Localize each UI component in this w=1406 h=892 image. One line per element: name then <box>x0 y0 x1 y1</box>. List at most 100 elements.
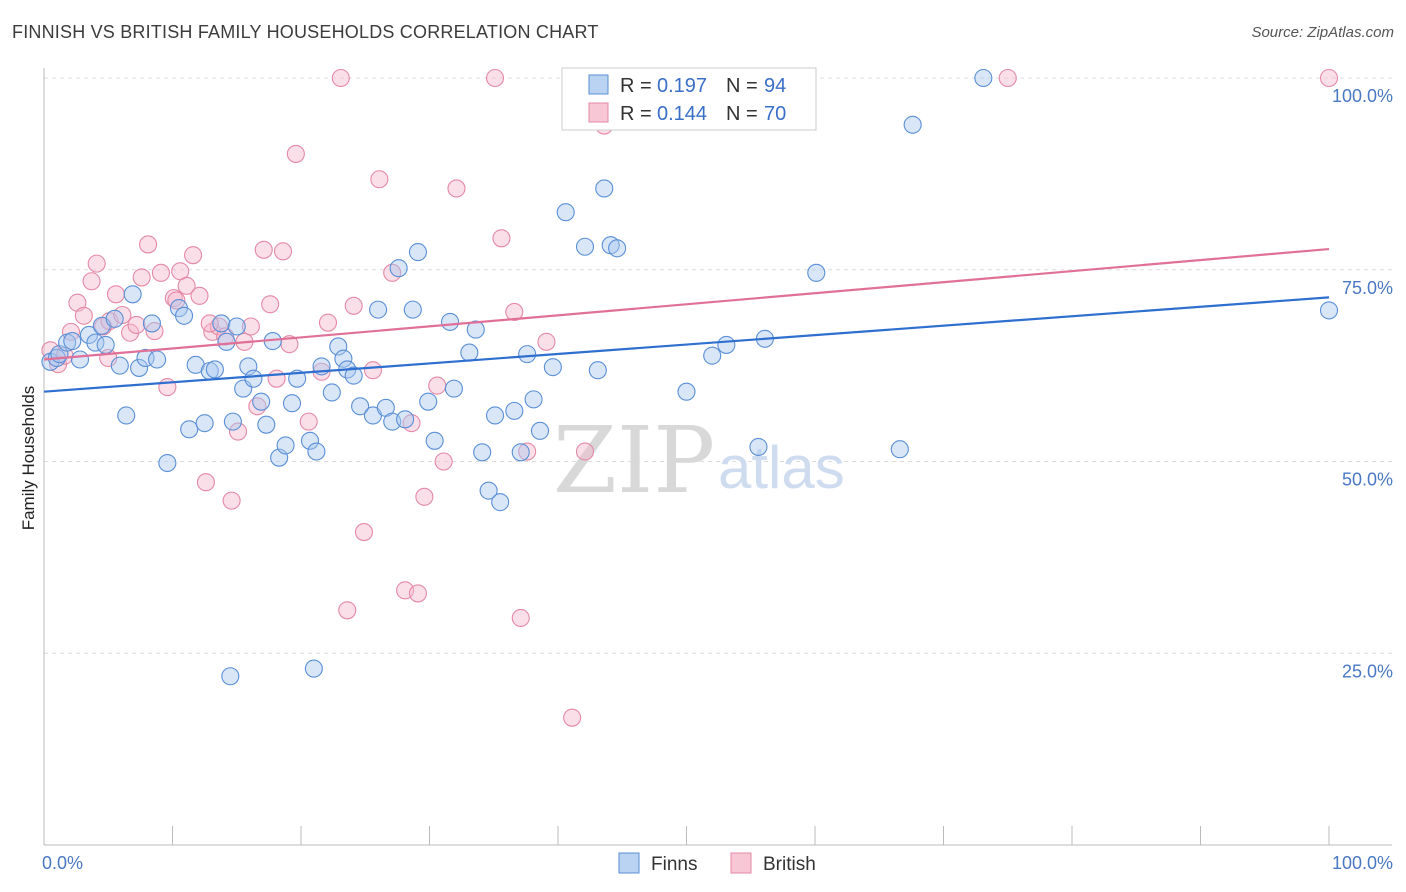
finns-point-62 <box>466 320 485 339</box>
finns-point-70 <box>524 390 543 409</box>
british-point-47 <box>383 263 402 282</box>
british-point-36 <box>273 242 293 261</box>
british-point-31 <box>241 317 260 336</box>
finns-point-76 <box>595 179 614 198</box>
british-point-3 <box>61 322 81 341</box>
finns-point-68 <box>511 443 530 462</box>
x-tick-label-1: 100.0% <box>1332 853 1393 873</box>
finns-point-86 <box>903 115 922 134</box>
legend-swatch-british <box>588 102 609 123</box>
british-point-53 <box>434 452 453 471</box>
finns-point-47 <box>344 366 363 385</box>
british-point-46 <box>370 170 389 189</box>
bottom-legend-swatch-finns <box>618 852 640 874</box>
british-point-6 <box>82 272 101 291</box>
trend-lines <box>43 247 1330 393</box>
finns-point-41 <box>307 442 326 461</box>
british-point-35 <box>267 369 286 388</box>
british-point-14 <box>132 268 151 287</box>
finns-point-59 <box>441 312 460 331</box>
finns-point-23 <box>195 414 214 433</box>
legend-box: R = 0.197 N = 94 R = 0.144 N = 70 <box>561 67 817 131</box>
finns-point-90 <box>221 667 240 686</box>
finns-point-14 <box>130 358 149 377</box>
legend-r-label-british: R = <box>620 103 652 125</box>
bottom-legend: Finns British <box>618 852 816 875</box>
finns-point-26 <box>212 314 231 333</box>
finns-point-55 <box>403 300 422 319</box>
y-tick-labels: 25.0% 50.0% 75.0% 100.0% <box>1332 86 1393 681</box>
british-point-57 <box>511 608 530 628</box>
grid-lines <box>44 77 1392 654</box>
axes <box>43 68 1392 846</box>
finns-point-29 <box>227 317 246 336</box>
british-point-12 <box>121 323 140 342</box>
british-point-17 <box>151 263 170 282</box>
finns-point-57 <box>419 392 438 411</box>
finns-point-71 <box>530 421 550 440</box>
finns-point-82 <box>749 437 768 456</box>
watermark-zip: ZIP <box>553 407 715 514</box>
y-tick-label-1: 50.0% <box>1342 470 1393 490</box>
british-point-50 <box>408 584 427 603</box>
finns-point-56 <box>408 243 427 262</box>
finns-point-58 <box>425 431 444 450</box>
bottom-legend-label-british: British <box>763 854 816 875</box>
british-point-60 <box>563 708 582 727</box>
british-point-64 <box>485 68 505 88</box>
finns-point-37 <box>276 436 295 455</box>
legend-r-value-finns: 0.197 <box>657 75 707 97</box>
finns-point-17 <box>148 350 167 369</box>
bottom-legend-label-finns: Finns <box>651 854 697 875</box>
british-point-52 <box>428 376 447 395</box>
x-tick-labels: 0.0% 100.0% <box>42 853 1393 873</box>
legend-swatch-finns <box>588 74 609 95</box>
british-point-5 <box>74 306 93 325</box>
finns-point-81 <box>717 335 736 354</box>
british-point-28 <box>222 491 241 510</box>
british-point-7 <box>87 254 106 273</box>
finns-point-48 <box>351 397 370 416</box>
legend-r-value-british: 0.144 <box>657 103 707 125</box>
finns-point-69 <box>518 345 537 364</box>
finns-point-91 <box>304 659 323 678</box>
finns-point-20 <box>175 306 194 325</box>
british-point-23 <box>190 286 209 305</box>
british-point-39 <box>299 412 318 431</box>
finns-point-27 <box>217 332 236 351</box>
finns-point-89 <box>1319 301 1339 320</box>
legend-n-value-finns: 94 <box>764 75 786 97</box>
british-point-22 <box>184 246 203 265</box>
finns-point-64 <box>479 481 498 500</box>
finns-point-67 <box>505 401 524 420</box>
finns-point-21 <box>180 420 199 439</box>
british-point-4 <box>68 293 87 312</box>
british-point-66 <box>1319 68 1339 88</box>
finns-point-80 <box>703 346 722 365</box>
y-tick-label-0: 25.0% <box>1342 661 1393 681</box>
legend-r-label-finns: R = <box>620 75 652 97</box>
watermark-atlas: atlas <box>718 434 845 501</box>
british-point-21 <box>177 276 196 295</box>
british-point-29 <box>228 422 248 441</box>
british-point-45 <box>363 361 383 380</box>
finns-point-87 <box>974 68 993 88</box>
y-tick-label-3: 100.0% <box>1332 86 1393 106</box>
legend-n-value-british: 70 <box>764 103 786 125</box>
british-point-33 <box>254 240 273 259</box>
y-axis-title: Family Households <box>19 386 38 531</box>
finns-point-79 <box>677 382 696 401</box>
finns-point-61 <box>460 343 479 362</box>
british-point-41 <box>318 313 338 332</box>
finns-point-65 <box>485 406 505 425</box>
finns-point-32 <box>244 369 263 388</box>
british-point-59 <box>537 332 556 351</box>
finns-point-63 <box>473 443 492 462</box>
finns-point-9 <box>96 335 115 354</box>
finns-point-72 <box>543 358 562 377</box>
finns-point-74 <box>575 237 595 256</box>
finns-trend-line <box>43 296 1330 393</box>
british-point-38 <box>286 144 305 163</box>
bottom-legend-swatch-british <box>730 852 752 874</box>
british-point-13 <box>127 315 146 335</box>
